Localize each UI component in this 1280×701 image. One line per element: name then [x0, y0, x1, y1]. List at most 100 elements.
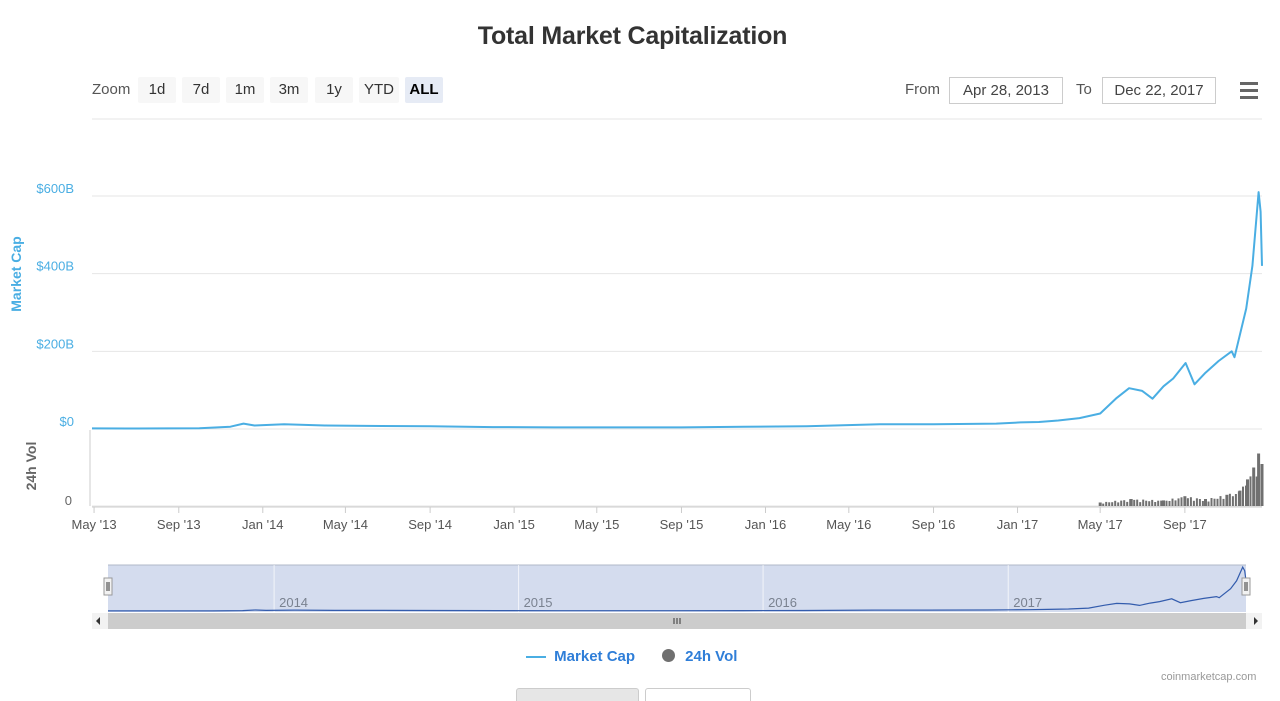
x-tick-label: Jan '17 [997, 517, 1039, 532]
x-tick-label: May '17 [1078, 517, 1123, 532]
volume-bar [1145, 500, 1148, 506]
menu-bar-middle [1240, 89, 1258, 92]
volume-bar [1204, 499, 1207, 506]
volume-bar [1142, 499, 1145, 506]
legend-label-market-cap: Market Cap [554, 648, 636, 665]
menu-bar-bottom [1240, 96, 1258, 99]
zoom-button-7d[interactable]: 7d [182, 77, 220, 103]
zoom-button-3m[interactable]: 3m [270, 77, 308, 103]
volume-bar [1108, 502, 1111, 506]
volume-bar [1257, 453, 1261, 506]
volume-bar [1242, 486, 1244, 506]
navigator-left-handle[interactable] [103, 577, 113, 596]
x-tick-label: May '15 [574, 517, 619, 532]
volume-bar [1189, 497, 1192, 506]
zoom-button-1m[interactable]: 1m [226, 77, 264, 103]
navigator-selection [108, 565, 1246, 612]
zoom-button-all[interactable]: ALL [405, 77, 443, 103]
volume-bar [1183, 500, 1186, 506]
volume-bar [1180, 497, 1183, 506]
volume-bar [1162, 500, 1165, 506]
credits-link[interactable]: coinmarketcap.com [1161, 671, 1257, 683]
y-axis-title-24h-vol: 24h Vol [23, 442, 39, 491]
volume-bar [1111, 502, 1114, 506]
to-label: To [1076, 81, 1092, 98]
volume-bar [1168, 501, 1171, 506]
navigator-year-label: 2016 [768, 595, 797, 610]
x-tick-label: Sep '13 [157, 517, 201, 532]
volume-bar [1198, 499, 1201, 506]
volume-bar [1255, 476, 1258, 506]
volume-bar [1177, 498, 1180, 506]
x-tick-label: Jan '16 [745, 517, 787, 532]
legend-label-24h-vol: 24h Vol [685, 648, 738, 665]
zoom-button-1d[interactable]: 1d [138, 77, 176, 103]
volume-bar [1098, 502, 1102, 506]
x-tick-label: Sep '15 [660, 517, 704, 532]
chart-title: Total Market Capitalization [477, 22, 788, 50]
x-tick-label: May '14 [323, 517, 368, 532]
volume-bar [1148, 501, 1151, 506]
from-date-input[interactable]: Apr 28, 2013 [949, 77, 1063, 104]
navigator-right-handle[interactable] [1241, 577, 1251, 596]
volume-bar [1165, 500, 1168, 506]
scrollbar-left-arrow-icon [96, 617, 100, 625]
y-tick-label: $400B [36, 259, 74, 274]
y-axis-title-market-cap: Market Cap [8, 236, 24, 311]
volume-bar [1133, 499, 1136, 506]
zoom-button-1y[interactable]: 1y [315, 77, 353, 103]
x-tick-label: May '13 [72, 517, 117, 532]
volume-bar [1249, 476, 1252, 506]
volume-bar [1225, 495, 1228, 506]
volume-bar [1102, 503, 1105, 506]
from-label: From [905, 81, 940, 98]
volume-bar [1114, 500, 1117, 506]
volume-bar [1126, 501, 1129, 506]
scrollbar-right-arrow-icon [1254, 617, 1258, 625]
legend-item-market-cap[interactable]: Market Cap [526, 648, 635, 665]
volume-bar [1238, 490, 1242, 506]
y-tick-label: $0 [60, 414, 74, 429]
y-tick-label: $200B [36, 336, 74, 351]
market-cap-line [91, 191, 1263, 430]
navigator-year-label: 2017 [1013, 595, 1042, 610]
volume-tick-label: 0 [65, 493, 72, 508]
x-tick-label: Jan '15 [493, 517, 535, 532]
legend-item-24h-vol[interactable]: 24h Vol [662, 648, 737, 665]
volume-bar [1129, 499, 1132, 506]
volume-bar [1195, 498, 1198, 506]
volume-bar [1231, 496, 1234, 506]
volume-bar [1201, 501, 1204, 506]
volume-bar [1246, 479, 1249, 506]
navigator-series-line [108, 565, 1247, 612]
volume-bar [1136, 499, 1139, 506]
x-tick-label: Sep '16 [912, 517, 956, 532]
volume-bar [1105, 501, 1108, 506]
zoom-label: Zoom [92, 81, 131, 98]
x-tick-label: Sep '14 [408, 517, 452, 532]
x-tick-label: Jan '14 [242, 517, 284, 532]
volume-bar [1234, 494, 1237, 506]
volume-bar [1151, 499, 1154, 506]
volume-bar [1174, 500, 1177, 506]
x-tick-label: May '16 [826, 517, 871, 532]
volume-bar [1120, 500, 1123, 506]
volume-bar [1139, 502, 1142, 506]
volume-bar [1154, 502, 1157, 506]
handle-box [103, 577, 113, 596]
navigator-year-label: 2014 [279, 595, 308, 610]
navigator-scrollbar[interactable] [92, 613, 1262, 629]
volume-bar [1260, 465, 1263, 506]
volume-bar [1237, 491, 1240, 506]
volume-bar [1123, 500, 1126, 506]
y-tick-label: $600B [36, 181, 74, 196]
volume-bar [1216, 498, 1219, 506]
zoom-button-ytd[interactable]: YTD [359, 77, 399, 103]
hamburger-menu-icon[interactable] [1238, 82, 1260, 100]
to-date-input[interactable]: Dec 22, 2017 [1102, 77, 1216, 104]
volume-bar [1171, 498, 1174, 506]
volume-bar [1117, 502, 1120, 506]
x-tick-label: Sep '17 [1163, 517, 1207, 532]
volume-bar [1210, 498, 1213, 506]
volume-bar [1228, 493, 1231, 506]
